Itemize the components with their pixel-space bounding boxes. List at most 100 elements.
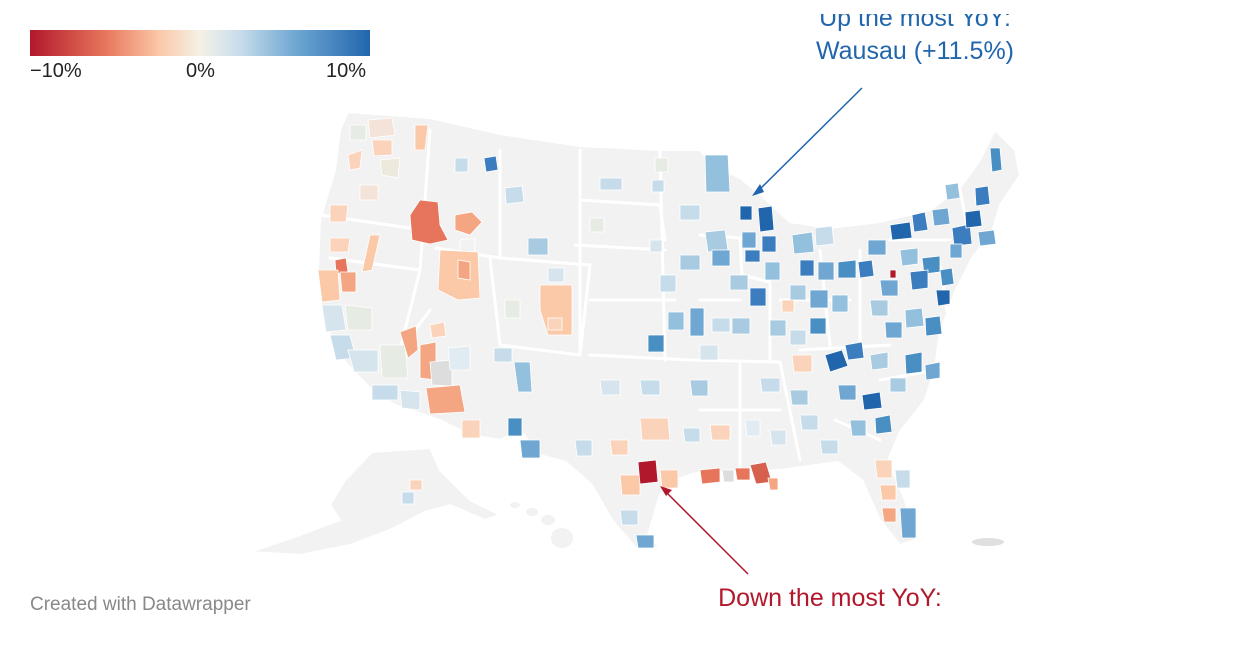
metro-area [547,317,563,331]
metro-area [347,349,379,373]
metro-area [817,261,835,281]
metro-area [359,184,379,201]
metro-area [507,417,523,437]
metro-area [894,469,911,489]
metro-area [429,321,447,339]
metro-area [699,467,721,485]
metro-area [767,477,779,491]
metro-area [791,231,815,255]
metro-area [739,205,753,221]
metro-area [454,157,469,173]
metro-area [734,467,751,481]
metro-area [399,325,419,359]
metro-area [769,319,787,337]
datawrapper-credit-link[interactable]: Created with Datawrapper [30,594,251,615]
metro-area [619,509,639,526]
metro-area [874,414,893,435]
metro-area [704,154,731,193]
metro-area [409,479,423,491]
metro-area [789,329,807,346]
metro-area [401,491,415,505]
metro-area [867,239,887,256]
metro-area [679,204,701,221]
metro-area [977,229,997,247]
metro-area [781,299,795,313]
metro-area [457,259,471,281]
metro-area [379,157,401,179]
metro-area [789,389,809,406]
legend-gradient-bar [30,30,370,56]
metro-area [667,311,685,331]
metro-area [964,209,983,229]
callout-up-leader [752,87,863,196]
metro-area [649,239,663,253]
metro-area [711,249,731,267]
metro-areas [317,117,1003,549]
metro-area [339,271,357,293]
metro-area [504,185,525,205]
metro-area [844,341,865,361]
metro-area [824,349,849,373]
metro-area [329,204,349,223]
metro-area [831,294,849,313]
metro-area [741,231,757,249]
metro-area [744,249,761,263]
metro-area [764,261,781,281]
metro-area [889,377,907,393]
metro-area [459,237,476,253]
metro-area [944,182,961,201]
metro-area [635,534,655,549]
metro-area [682,427,701,443]
metro-area [899,507,917,539]
metro-area [761,235,777,253]
metro-area [749,287,767,307]
metro-area [493,347,513,363]
metro-area [769,429,787,446]
metro-area [869,299,889,317]
metro-area [924,315,943,337]
metro-area [547,267,565,283]
metro-area [879,279,899,297]
metro-area [931,207,951,227]
metro-area [317,269,341,303]
metro-area [884,321,903,339]
metro-area [857,259,875,279]
metro-area [709,424,731,441]
metro-area [809,317,827,335]
metro-area [344,304,373,331]
metro-area [837,384,857,401]
metro-area [454,211,483,236]
metro-area [461,419,481,439]
metro-area [799,259,815,277]
color-legend: −10% 0% 10% [30,30,370,82]
metro-area [379,344,409,379]
metro-area [899,247,919,267]
metro-area [519,439,541,459]
metro-area [809,289,829,309]
metro-area [869,351,889,371]
callout-down-title: Down the most YoY: [718,584,942,612]
metro-area [651,179,665,193]
metro-area [589,217,605,233]
metro-area [935,289,951,307]
metro-area [425,384,466,415]
metro-area [924,361,941,381]
metro-area [609,439,629,456]
metro-area [513,361,533,393]
metro-area [527,237,549,256]
metro-area [909,269,929,291]
legend-mid-label: 0% [186,60,215,82]
metro-area [637,459,659,485]
metro-area [721,469,735,483]
metro-area [447,345,471,371]
metro-area [731,317,751,335]
metro-area [881,507,897,523]
metro-area [349,124,367,141]
metro-area [861,391,883,411]
callout-up-most: Up the most YoY: Wausau (+11.5%) [790,14,1040,84]
metro-area [347,149,363,171]
metro-area [599,177,623,191]
metro-area [483,155,499,173]
metro-area [939,267,955,287]
callout-down-most: Down the most YoY: [690,582,970,615]
